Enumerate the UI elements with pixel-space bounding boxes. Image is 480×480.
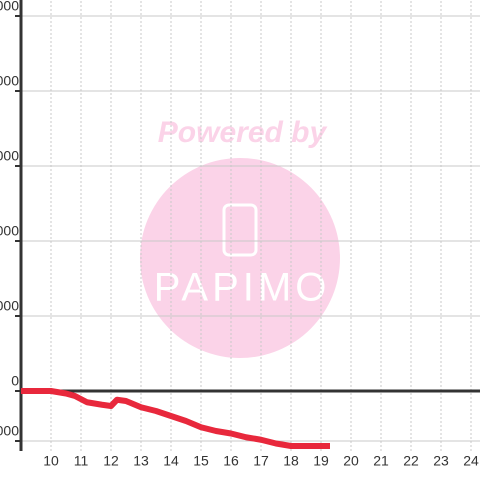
line: [21, 388, 330, 449]
y-tick-label: 120,000: [0, 73, 19, 89]
y-tick-label: 0: [11, 373, 19, 389]
y-tick-label: 150,000: [0, 0, 19, 14]
x-tick-label: 18: [283, 453, 299, 469]
y-tick-label: -20,000: [0, 423, 19, 439]
x-tick-label: 13: [133, 453, 149, 469]
x-tick-label: 17: [253, 453, 269, 469]
x-tick-label: 24: [463, 453, 479, 469]
watermark-phone: [222, 203, 258, 257]
watermark-logo: PAPIMO: [154, 266, 331, 310]
x-tick-label: 20: [343, 453, 359, 469]
x-tick-label: 23: [433, 453, 449, 469]
y-tick-label: 60,000: [0, 223, 19, 239]
y-tick-label: 30,000: [0, 298, 19, 314]
x-tick-label: 16: [223, 453, 239, 469]
x-tick-label: 19: [313, 453, 329, 469]
y-tick-label: 90,000: [0, 148, 19, 164]
x-tick-label: 11: [74, 453, 89, 469]
x-tick-label: 12: [103, 453, 119, 469]
watermark-text: Powered by: [158, 116, 328, 149]
x-tick-label: 22: [403, 453, 419, 469]
x-tick-label: 10: [43, 453, 59, 469]
x-tick-label: 15: [193, 453, 209, 469]
x-tick-label: 14: [163, 453, 179, 469]
x-tick-label: 21: [373, 453, 389, 469]
watermark-circle: [140, 158, 340, 358]
